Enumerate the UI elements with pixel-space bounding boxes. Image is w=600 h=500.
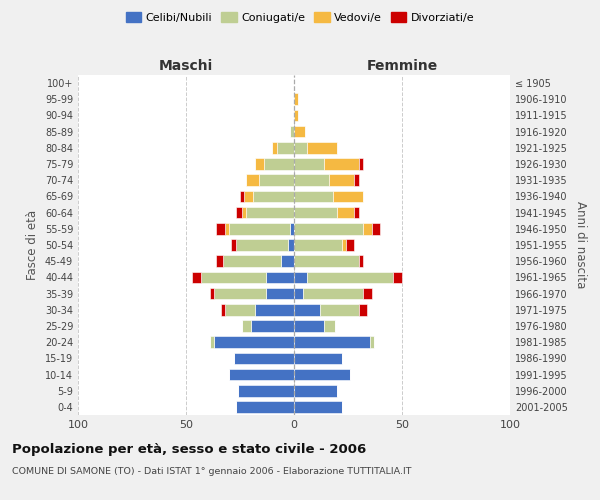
- Bar: [223, 256, 281, 267]
- Bar: [233, 352, 294, 364]
- Bar: [355, 207, 359, 218]
- Bar: [242, 207, 247, 218]
- Bar: [363, 223, 372, 234]
- Bar: [281, 256, 294, 267]
- Bar: [320, 304, 359, 316]
- Bar: [290, 223, 294, 234]
- Bar: [333, 190, 363, 202]
- Bar: [240, 190, 244, 202]
- Bar: [329, 174, 355, 186]
- Bar: [247, 174, 259, 186]
- Bar: [214, 288, 266, 300]
- Y-axis label: Fasce di età: Fasce di età: [26, 210, 39, 280]
- Bar: [236, 207, 242, 218]
- Bar: [216, 223, 225, 234]
- Bar: [294, 174, 329, 186]
- Bar: [294, 94, 298, 105]
- Bar: [294, 126, 305, 138]
- Bar: [238, 385, 294, 396]
- Bar: [337, 207, 355, 218]
- Bar: [294, 272, 307, 283]
- Bar: [302, 288, 363, 300]
- Bar: [247, 207, 294, 218]
- Bar: [266, 272, 294, 283]
- Bar: [294, 385, 337, 396]
- Bar: [341, 239, 346, 251]
- Bar: [294, 288, 302, 300]
- Bar: [242, 320, 251, 332]
- Bar: [294, 207, 337, 218]
- Bar: [221, 304, 225, 316]
- Bar: [359, 304, 367, 316]
- Bar: [290, 126, 294, 138]
- Bar: [201, 272, 266, 283]
- Bar: [294, 320, 324, 332]
- Text: Maschi: Maschi: [159, 58, 213, 72]
- Bar: [236, 239, 287, 251]
- Bar: [294, 401, 341, 412]
- Bar: [272, 142, 277, 154]
- Bar: [255, 304, 294, 316]
- Bar: [324, 158, 359, 170]
- Bar: [307, 272, 394, 283]
- Bar: [225, 304, 255, 316]
- Bar: [294, 336, 370, 348]
- Bar: [214, 336, 294, 348]
- Bar: [229, 368, 294, 380]
- Bar: [359, 256, 363, 267]
- Bar: [225, 223, 229, 234]
- Bar: [370, 336, 374, 348]
- Text: COMUNE DI SAMONE (TO) - Dati ISTAT 1° gennaio 2006 - Elaborazione TUTTITALIA.IT: COMUNE DI SAMONE (TO) - Dati ISTAT 1° ge…: [12, 468, 412, 476]
- Text: Popolazione per età, sesso e stato civile - 2006: Popolazione per età, sesso e stato civil…: [12, 442, 366, 456]
- Bar: [324, 320, 335, 332]
- Bar: [216, 256, 223, 267]
- Bar: [266, 288, 294, 300]
- Bar: [294, 110, 298, 122]
- Legend: Celibi/Nubili, Coniugati/e, Vedovi/e, Divorziati/e: Celibi/Nubili, Coniugati/e, Vedovi/e, Di…: [121, 8, 479, 28]
- Bar: [264, 158, 294, 170]
- Bar: [277, 142, 294, 154]
- Bar: [355, 174, 359, 186]
- Bar: [229, 223, 290, 234]
- Text: Femmine: Femmine: [367, 58, 437, 72]
- Bar: [244, 190, 253, 202]
- Bar: [210, 336, 214, 348]
- Bar: [294, 239, 341, 251]
- Bar: [363, 288, 372, 300]
- Bar: [294, 256, 359, 267]
- Bar: [294, 190, 333, 202]
- Bar: [232, 239, 236, 251]
- Bar: [294, 304, 320, 316]
- Bar: [394, 272, 402, 283]
- Bar: [193, 272, 201, 283]
- Bar: [210, 288, 214, 300]
- Bar: [294, 352, 341, 364]
- Y-axis label: Anni di nascita: Anni di nascita: [574, 202, 587, 288]
- Bar: [294, 158, 324, 170]
- Bar: [294, 142, 307, 154]
- Bar: [294, 223, 363, 234]
- Bar: [253, 190, 294, 202]
- Bar: [307, 142, 337, 154]
- Bar: [372, 223, 380, 234]
- Bar: [359, 158, 363, 170]
- Bar: [287, 239, 294, 251]
- Bar: [251, 320, 294, 332]
- Bar: [294, 368, 350, 380]
- Bar: [255, 158, 264, 170]
- Bar: [346, 239, 355, 251]
- Bar: [259, 174, 294, 186]
- Bar: [236, 401, 294, 412]
